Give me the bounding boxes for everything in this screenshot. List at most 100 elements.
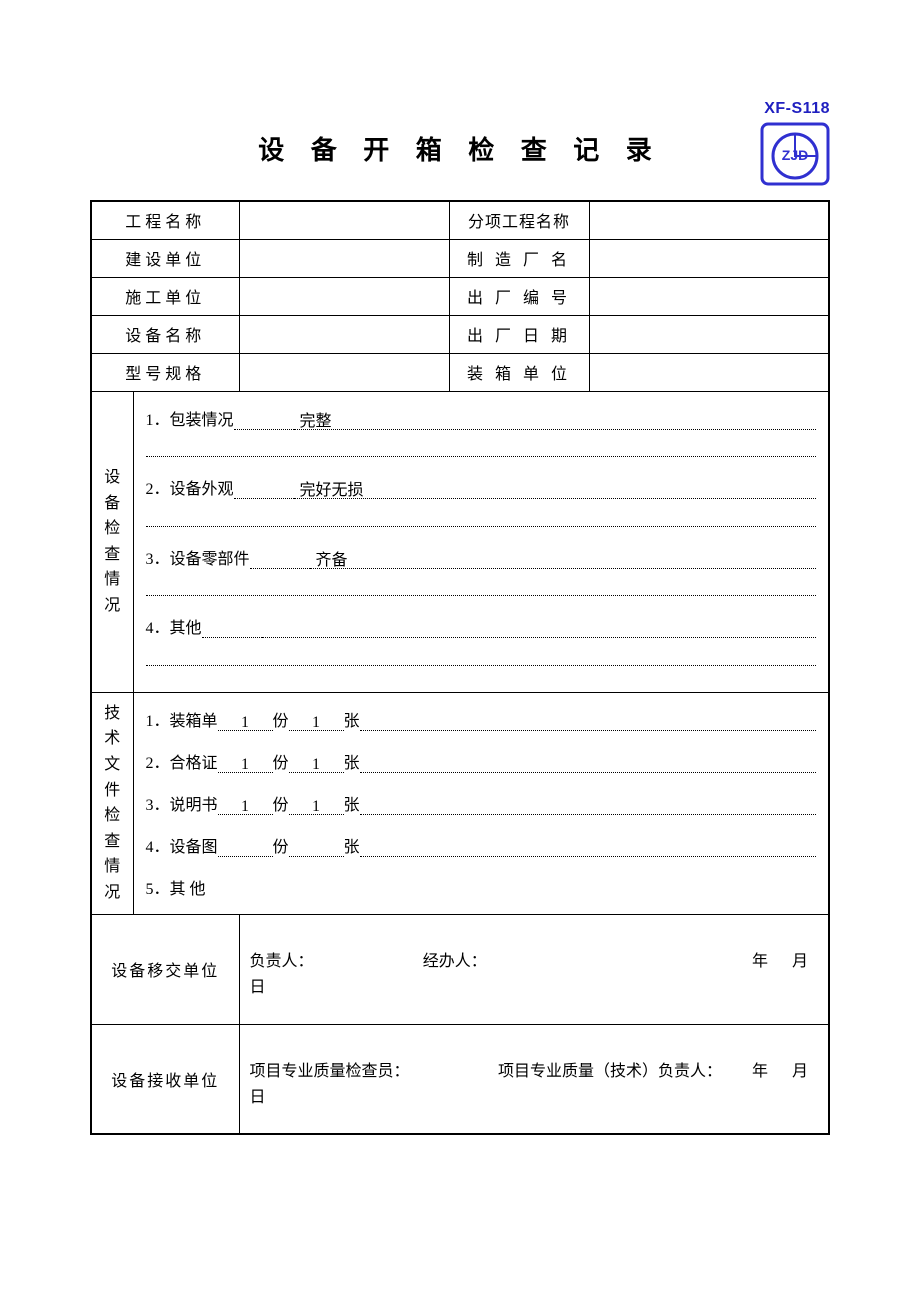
doc-unit-sheet: 张: [344, 707, 360, 731]
info-row: 施工单位 出 厂 编 号: [91, 277, 829, 315]
equip-item-gap: [202, 621, 262, 639]
doc-item-sheets[interactable]: 1: [289, 797, 344, 815]
label-manufacturer: 制 造 厂 名: [449, 239, 589, 277]
doc-item-sheets[interactable]: 1: [289, 755, 344, 773]
info-row: 设备名称 出 厂 日 期: [91, 315, 829, 353]
doc-item-copies[interactable]: 1: [218, 713, 273, 731]
doc-unit-copy: 份: [273, 833, 289, 857]
doc-item-line: 4． 设备图 份 张: [146, 833, 817, 857]
doc-item-copies[interactable]: [218, 839, 273, 857]
doc-item-copies[interactable]: 1: [218, 755, 273, 773]
receive-body[interactable]: 项目专业质量检查员： 项目专业质量（技术）负责人： 年 月 日: [239, 1024, 829, 1134]
logo-text: ZJD: [782, 147, 808, 163]
label-pack-unit: 装 箱 单 位: [449, 353, 589, 391]
equip-item-num: 3．: [146, 545, 170, 569]
doc-item-label: 设备图: [170, 833, 218, 857]
doc-check-body: 1． 装箱单 1 份 1 张 2． 合格证 1 份 1 张 3． 说明书 1 份…: [133, 692, 829, 914]
signature-receive-row: 设备接收单位 项目专业质量检查员： 项目专业质量（技术）负责人： 年 月 日: [91, 1024, 829, 1134]
equip-item-line: 3． 设备零部件 齐备: [146, 545, 817, 569]
equip-item-value: 完整: [300, 407, 332, 431]
equip-item-cont[interactable]: [146, 440, 817, 458]
equip-item-num: 4．: [146, 614, 170, 638]
page-title: 设 备 开 箱 检 查 记 录: [90, 100, 830, 167]
doc-other-label: 其 他: [170, 875, 206, 899]
equip-item-gap: [234, 482, 294, 500]
doc-other-line: 5． 其 他: [146, 875, 817, 899]
equip-item-value: 完好无损: [300, 476, 364, 500]
form-code: XF-S118: [764, 100, 830, 118]
doc-item-num: 4．: [146, 833, 170, 857]
handover-label: 设备移交单位: [91, 914, 239, 1024]
equip-item-label: 其他: [170, 614, 202, 638]
equip-item-label: 包装情况: [170, 406, 234, 430]
equip-item-value-line[interactable]: 完好无损: [294, 482, 816, 500]
value-pack-unit[interactable]: [589, 353, 829, 391]
doc-check-vtitle: 技术文件检查情况: [91, 692, 133, 914]
doc-unit-sheet: 张: [344, 833, 360, 857]
label-factory-date: 出 厂 日 期: [449, 315, 589, 353]
value-equip-name[interactable]: [239, 315, 449, 353]
value-manufacturer[interactable]: [589, 239, 829, 277]
doc-unit-sheet: 张: [344, 791, 360, 815]
doc-item-remark[interactable]: [360, 713, 816, 731]
equip-item-value-line[interactable]: [262, 621, 816, 639]
doc-item-remark[interactable]: [360, 839, 816, 857]
receive-date-ym: 年 月: [752, 1057, 818, 1081]
equip-check-vtitle: 设备检查情况: [91, 391, 133, 692]
equip-item-cont[interactable]: [146, 648, 817, 666]
handover-role1: 负责人：: [250, 947, 314, 971]
doc-item-label: 说明书: [170, 791, 218, 815]
signature-handover-row: 设备移交单位 负责人： 经办人： 年 月 日: [91, 914, 829, 1024]
value-contractor[interactable]: [239, 277, 449, 315]
handover-date-ym: 年 月: [752, 947, 818, 971]
form-table: 工程名称 分项工程名称 建设单位 制 造 厂 名 施工单位 出 厂 编 号 设备…: [90, 200, 830, 1135]
doc-item-copies[interactable]: 1: [218, 797, 273, 815]
doc-item-sheets[interactable]: 1: [289, 713, 344, 731]
doc-item-num: 2．: [146, 749, 170, 773]
equip-item-value-line[interactable]: 齐备: [310, 551, 816, 569]
doc-item-remark[interactable]: [360, 755, 816, 773]
equip-item-cont[interactable]: [146, 509, 817, 527]
value-owner[interactable]: [239, 239, 449, 277]
doc-item-num: 1．: [146, 707, 170, 731]
equip-item-gap: [234, 412, 294, 430]
equip-item-num: 1．: [146, 406, 170, 430]
equip-item-line: 4． 其他: [146, 614, 817, 638]
receive-role1: 项目专业质量检查员：: [250, 1057, 410, 1081]
value-factory-date[interactable]: [589, 315, 829, 353]
logo-stamp: ZJD: [760, 122, 830, 186]
label-equip-name: 设备名称: [91, 315, 239, 353]
doc-item-line: 2． 合格证 1 份 1 张: [146, 749, 817, 773]
equip-check-body: 1． 包装情况 完整 2． 设备外观 完好无损 3． 设备零部件 齐备 4． 其…: [133, 391, 829, 692]
doc-item-sheets[interactable]: [289, 839, 344, 857]
value-subitem-name[interactable]: [589, 201, 829, 239]
label-contractor: 施工单位: [91, 277, 239, 315]
handover-body[interactable]: 负责人： 经办人： 年 月 日: [239, 914, 829, 1024]
equip-item-label: 设备外观: [170, 475, 234, 499]
doc-item-label: 装箱单: [170, 707, 218, 731]
equip-item-value: 齐备: [316, 546, 348, 570]
equip-check-section: 设备检查情况 1． 包装情况 完整 2． 设备外观 完好无损 3． 设备零部件 …: [91, 391, 829, 692]
doc-item-remark[interactable]: [360, 797, 816, 815]
doc-item-num: 3．: [146, 791, 170, 815]
value-factory-no[interactable]: [589, 277, 829, 315]
equip-item-label: 设备零部件: [170, 545, 250, 569]
page-header: XF-S118 ZJD 设 备 开 箱 检 查 记 录: [90, 100, 830, 200]
equip-item-line: 1． 包装情况 完整: [146, 406, 817, 430]
value-project-name[interactable]: [239, 201, 449, 239]
doc-unit-copy: 份: [273, 707, 289, 731]
doc-unit-copy: 份: [273, 791, 289, 815]
equip-item-num: 2．: [146, 475, 170, 499]
label-model: 型号规格: [91, 353, 239, 391]
value-model[interactable]: [239, 353, 449, 391]
equip-item-gap: [250, 551, 310, 569]
equip-item-cont[interactable]: [146, 579, 817, 597]
label-factory-no: 出 厂 编 号: [449, 277, 589, 315]
label-owner: 建设单位: [91, 239, 239, 277]
label-subitem-name: 分项工程名称: [449, 201, 589, 239]
equip-item-value-line[interactable]: 完整: [294, 412, 816, 430]
receive-label: 设备接收单位: [91, 1024, 239, 1134]
receive-role2: 项目专业质量（技术）负责人：: [498, 1057, 722, 1081]
doc-item-label: 合格证: [170, 749, 218, 773]
doc-unit-copy: 份: [273, 749, 289, 773]
